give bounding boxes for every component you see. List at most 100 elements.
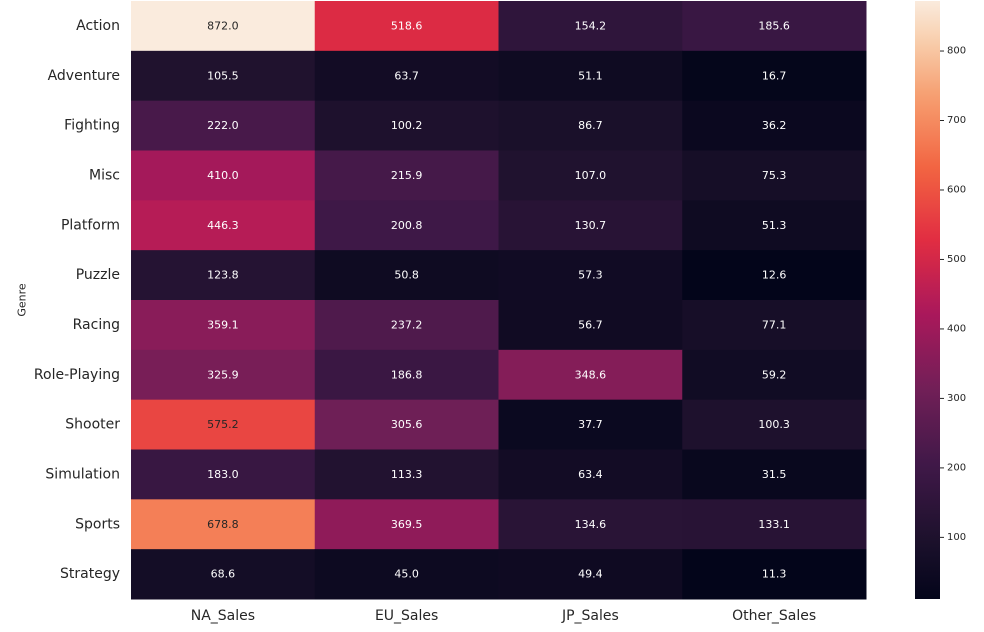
row-tick-label: Puzzle — [76, 267, 120, 283]
cell-value-label: 31.5 — [762, 468, 787, 481]
heatmap-cell — [498, 1, 683, 52]
cell-value-label: 50.8 — [394, 269, 419, 282]
row-tick-label: Action — [76, 18, 120, 34]
heatmap-cell — [498, 150, 683, 201]
heatmap-cell — [131, 399, 316, 450]
cell-value-label: 51.1 — [578, 69, 603, 82]
cell-value-label: 446.3 — [207, 219, 239, 232]
heatmap-cell — [314, 549, 499, 600]
heatmap-cell — [314, 1, 499, 52]
colorbar-tick-label: 400 — [947, 323, 966, 334]
cell-value-label: 130.7 — [575, 219, 607, 232]
heatmap-cell — [682, 50, 867, 102]
cell-value-label: 410.0 — [207, 169, 239, 182]
cell-value-label: 51.3 — [762, 219, 787, 232]
cell-value-label: 86.7 — [578, 119, 603, 132]
cell-value-label: 348.6 — [575, 368, 607, 381]
row-tick-label: Racing — [73, 317, 120, 333]
cell-value-label: 305.6 — [391, 418, 423, 431]
cell-value-label: 215.9 — [391, 169, 423, 182]
cell-value-label: 872.0 — [207, 19, 239, 32]
cell-value-label: 12.6 — [762, 269, 787, 282]
colorbar-tick-label: 100 — [947, 532, 966, 543]
row-tick-label: Role-Playing — [34, 367, 120, 383]
cell-value-label: 678.8 — [207, 518, 239, 531]
row-tick-label: Strategy — [60, 566, 120, 582]
cell-value-label: 133.1 — [758, 518, 790, 531]
heatmap-cell — [314, 399, 499, 450]
heatmap-cell — [682, 399, 867, 450]
colorbar-tick-label: 300 — [947, 393, 966, 404]
colorbar-gradient — [915, 1, 940, 599]
heatmap-cell — [682, 250, 867, 301]
heatmap-cell — [498, 100, 683, 151]
heatmap-cell — [131, 300, 316, 351]
cell-value-label: 237.2 — [391, 318, 423, 331]
cell-value-label: 183.0 — [207, 468, 239, 481]
cell-value-label: 68.6 — [211, 568, 236, 581]
cell-value-label: 154.2 — [575, 19, 607, 32]
row-labels: Action Adventure Fighting Misc Platform Puzzl… — [34, 18, 120, 582]
heatmap-cell — [682, 200, 867, 251]
cell-value-label: 575.2 — [207, 418, 239, 431]
heatmap-cell — [131, 50, 316, 102]
heatmap-cell — [682, 499, 867, 550]
heatmap-cell — [314, 499, 499, 550]
column-tick-label: NA_Sales — [191, 608, 255, 624]
colorbar-tick-label: 800 — [947, 46, 966, 57]
heatmap-cell — [682, 1, 867, 52]
heatmap-cell — [131, 150, 316, 201]
heatmap-cell — [131, 549, 316, 600]
y-axis-label: Genre — [16, 283, 29, 317]
row-tick-label: Misc — [89, 167, 120, 183]
cell-value-label: 56.7 — [578, 318, 603, 331]
heatmap-cell — [498, 449, 683, 500]
cell-value-label: 57.3 — [578, 269, 603, 282]
heatmap-cell — [682, 449, 867, 500]
cell-value-label: 36.2 — [762, 119, 787, 132]
cell-value-label: 518.6 — [391, 19, 423, 32]
colorbar: 100 200 300 400 500 600 700 800 — [915, 1, 966, 599]
cell-value-label: 16.7 — [762, 69, 787, 82]
heatmap-cell — [498, 300, 683, 351]
heatmap-cell — [498, 549, 683, 600]
heatmap-cell — [314, 150, 499, 201]
column-tick-label: EU_Sales — [375, 608, 438, 624]
heatmap-cell — [682, 150, 867, 201]
heatmap-cell — [314, 349, 499, 401]
cell-value-label: 63.7 — [394, 69, 419, 82]
cell-value-label: 77.1 — [762, 318, 787, 331]
heatmap-cell — [682, 300, 867, 351]
cell-value-label: 325.9 — [207, 368, 239, 381]
heatmap-cell — [314, 449, 499, 500]
cell-value-label: 107.0 — [575, 169, 607, 182]
heatmap-cell — [498, 349, 683, 401]
cell-value-label: 45.0 — [394, 568, 419, 581]
heatmap-cell — [131, 499, 316, 550]
heatmap-cell — [314, 100, 499, 151]
cell-value-label: 369.5 — [391, 518, 423, 531]
row-tick-label: Shooter — [65, 417, 120, 433]
colorbar-tick-label: 700 — [947, 115, 966, 126]
heatmap-cells: 872.0 518.6 154.2 185.6 105.5 63.7 51.1 16.7 222… — [131, 1, 867, 600]
cell-value-label: 100.3 — [758, 418, 790, 431]
cell-value-label: 359.1 — [207, 318, 239, 331]
cell-value-label: 63.4 — [578, 468, 603, 481]
heatmap-cell — [314, 200, 499, 251]
row-tick-label: Sports — [75, 516, 120, 532]
heatmap-cell — [498, 499, 683, 550]
colorbar-tick-label: 200 — [947, 462, 966, 473]
heatmap-cell — [498, 399, 683, 450]
cell-value-label: 113.3 — [391, 468, 423, 481]
heatmap-cell — [131, 449, 316, 500]
cell-value-label: 59.2 — [762, 368, 787, 381]
heatmap-cell — [131, 349, 316, 401]
colorbar-tick-label: 500 — [947, 254, 966, 265]
row-tick-label: Simulation — [45, 466, 120, 482]
row-tick-label: Platform — [61, 217, 120, 233]
heatmap-cell — [314, 250, 499, 301]
cell-value-label: 123.8 — [207, 269, 239, 282]
cell-value-label: 222.0 — [207, 119, 239, 132]
heatmap-cell — [498, 50, 683, 102]
